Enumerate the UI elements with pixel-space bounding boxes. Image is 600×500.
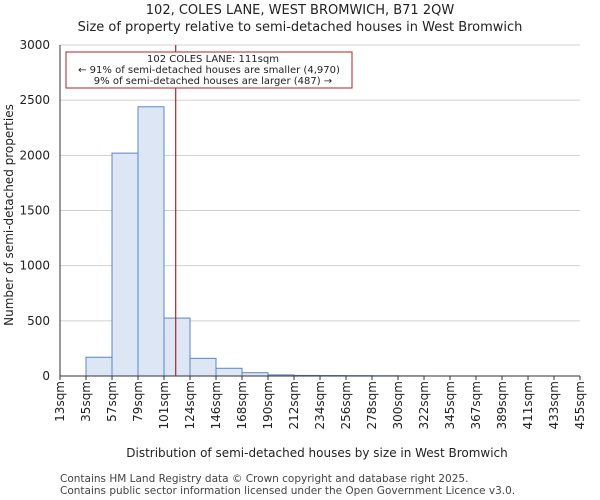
x-tick-label: 345sqm bbox=[443, 381, 457, 429]
x-tick-label: 13sqm bbox=[53, 381, 67, 422]
annotation-box bbox=[65, 51, 353, 89]
annotation-line-1: 102 COLES LANE: 111sqm bbox=[147, 54, 279, 65]
x-tick-label: 124sqm bbox=[183, 381, 197, 429]
annotation-line-2: ← 91% of semi-detached houses are smalle… bbox=[78, 65, 340, 76]
footer-line-1: Contains HM Land Registry data © Crown c… bbox=[60, 473, 469, 485]
x-tick-label: 190sqm bbox=[261, 381, 275, 429]
histogram-bar bbox=[137, 106, 165, 377]
y-tick-label: 1500 bbox=[19, 204, 50, 218]
x-tick-label: 212sqm bbox=[287, 381, 301, 429]
y-axis-label: Number of semi-detached properties bbox=[2, 104, 16, 326]
y-tick-label: 0 bbox=[42, 369, 50, 383]
y-tick-label: 1000 bbox=[19, 259, 50, 273]
x-tick-label: 433sqm bbox=[547, 381, 561, 429]
x-tick-label: 300sqm bbox=[391, 381, 405, 429]
x-tick-label: 455sqm bbox=[573, 381, 587, 429]
histogram-bar bbox=[189, 357, 217, 377]
x-tick-label: 146sqm bbox=[209, 381, 223, 429]
x-tick-label: 101sqm bbox=[157, 381, 171, 429]
x-tick-label: 367sqm bbox=[469, 381, 483, 429]
x-tick-label: 168sqm bbox=[235, 381, 249, 429]
histogram-bar bbox=[163, 317, 191, 377]
x-tick-label: 79sqm bbox=[131, 381, 145, 422]
histogram-bar bbox=[215, 367, 243, 377]
x-tick-label: 234sqm bbox=[313, 381, 327, 429]
x-tick-label: 256sqm bbox=[339, 381, 353, 429]
chart-title: 102, COLES LANE, WEST BROMWICH, B71 2QW bbox=[145, 3, 455, 18]
x-tick-label: 35sqm bbox=[79, 381, 93, 422]
annotation-line-3: 9% of semi-detached houses are larger (4… bbox=[94, 76, 332, 87]
y-tick-label: 500 bbox=[27, 314, 50, 328]
x-tick-label: 411sqm bbox=[521, 381, 535, 429]
histogram-bar bbox=[111, 152, 139, 377]
y-tick-label: 2000 bbox=[19, 148, 50, 162]
histogram-bar bbox=[85, 356, 113, 377]
y-tick-label: 2500 bbox=[19, 93, 50, 107]
x-tick-label: 278sqm bbox=[365, 381, 379, 429]
x-tick-label: 57sqm bbox=[105, 381, 119, 422]
footer-line-2: Contains public sector information licen… bbox=[60, 485, 516, 497]
x-tick-label: 389sqm bbox=[495, 381, 509, 429]
x-tick-label: 322sqm bbox=[417, 381, 431, 429]
y-tick-label: 3000 bbox=[19, 38, 50, 52]
x-axis-label: Distribution of semi-detached houses by … bbox=[126, 446, 508, 460]
chart-subtitle: Size of property relative to semi-detach… bbox=[77, 20, 523, 35]
